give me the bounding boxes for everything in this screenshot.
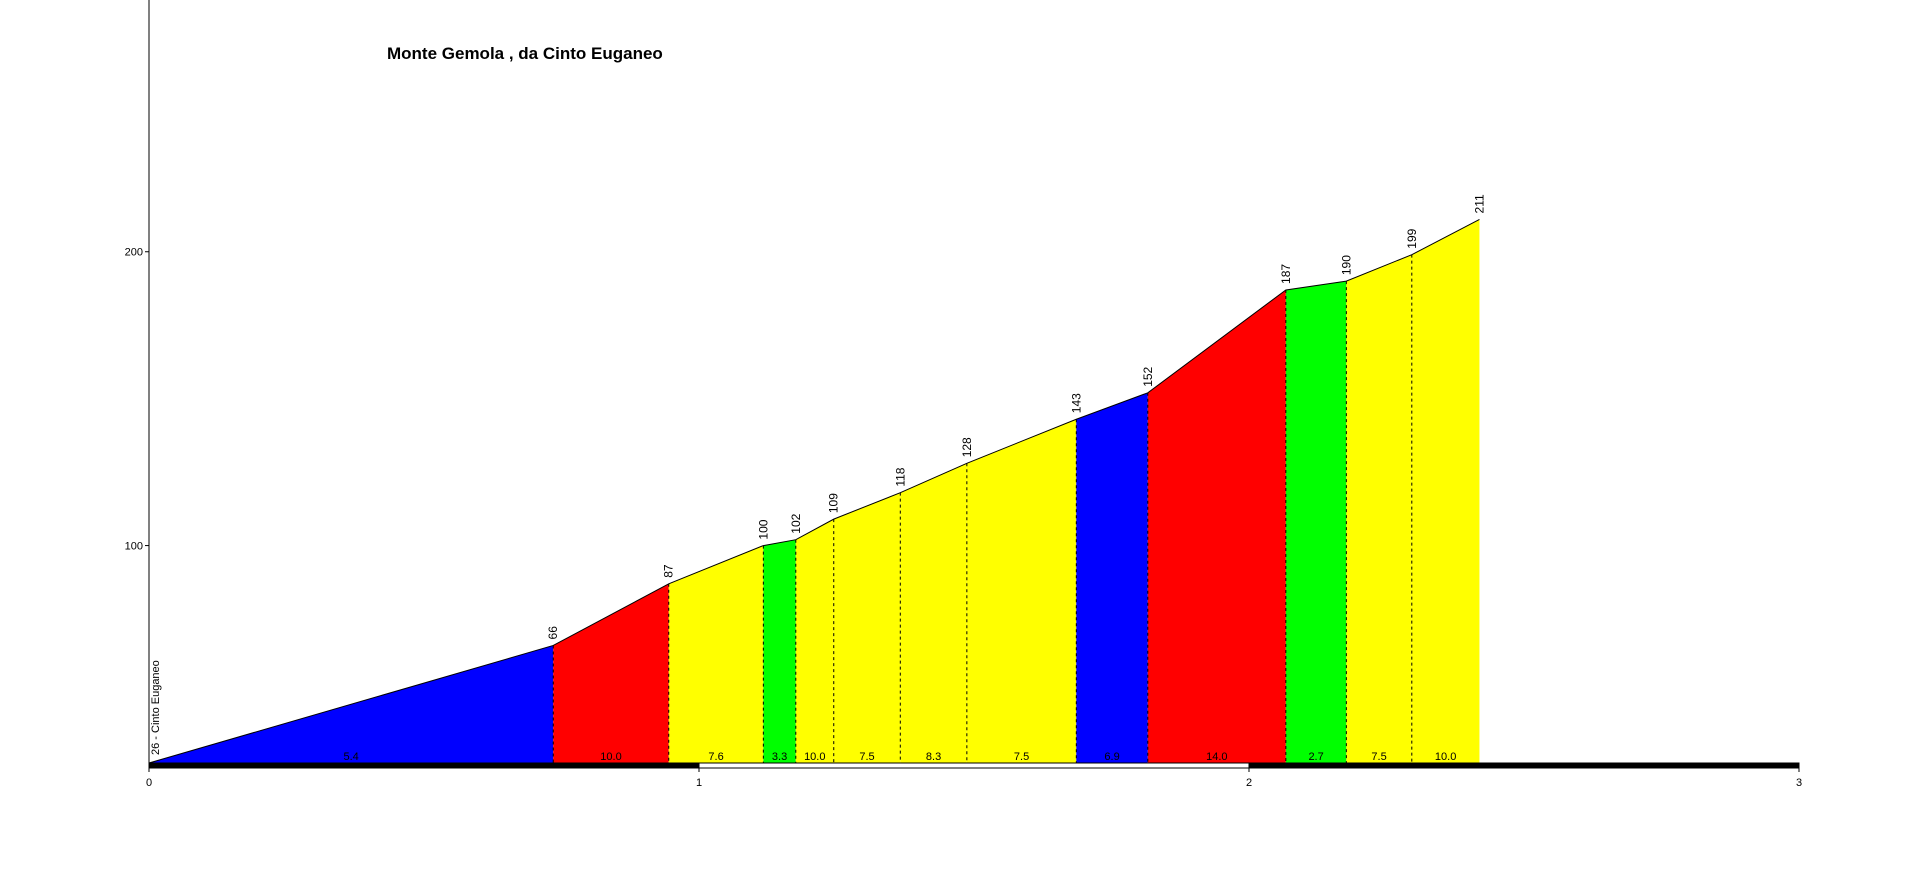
- elevation-label: 109: [827, 493, 841, 513]
- x-tick-label: 2: [1246, 777, 1252, 789]
- x-tick-label: 0: [146, 777, 152, 789]
- gradient-label: 3.3: [772, 751, 787, 763]
- gradient-label: 10.0: [600, 751, 621, 763]
- elevation-label: 211: [1472, 194, 1486, 213]
- elevation-label: 143: [1069, 393, 1083, 413]
- segment: [1411, 219, 1480, 763]
- segment: [1285, 281, 1347, 763]
- gradient-label: 7.5: [1014, 751, 1029, 763]
- segment: [900, 463, 967, 763]
- gradient-label: 7.6: [708, 751, 723, 763]
- y-tick-label: 200: [125, 247, 143, 259]
- segment: [1076, 392, 1148, 763]
- elevation-label: 128: [960, 437, 974, 457]
- gradient-label: 8.3: [926, 751, 941, 763]
- elevation-label: 152: [1141, 366, 1155, 386]
- segment: [1147, 289, 1286, 763]
- x-tick-label: 3: [1796, 777, 1802, 789]
- elevation-label: 190: [1339, 255, 1353, 275]
- x-tick-label: 1: [696, 777, 702, 789]
- y-tick-label: 100: [125, 541, 143, 553]
- start-label: 26 - Cinto Euganeo: [150, 660, 162, 755]
- km-bar: [148, 762, 700, 769]
- elevation-label: 66: [546, 626, 560, 640]
- gradient-label: 6.9: [1104, 751, 1119, 763]
- segment: [1346, 254, 1412, 763]
- elevation-label: 187: [1279, 264, 1293, 284]
- segment: [795, 519, 834, 763]
- segment: [763, 539, 796, 763]
- chart-title: Monte Gemola , da Cinto Euganeo: [387, 44, 663, 63]
- gradient-label: 2.7: [1308, 751, 1323, 763]
- elevation-label: 118: [893, 467, 907, 486]
- segment: [833, 492, 901, 763]
- km-bar: [1248, 762, 1800, 769]
- km-bar: [698, 762, 1250, 769]
- gradient-label: 14.0: [1206, 751, 1227, 763]
- gradient-label: 10.0: [804, 751, 825, 763]
- gradient-label: 7.5: [859, 751, 874, 763]
- elevation-label: 199: [1405, 228, 1419, 248]
- elevation-label: 102: [789, 513, 803, 533]
- elevation-label: 100: [756, 519, 770, 539]
- segment: [668, 545, 764, 763]
- elevation-label: 87: [662, 564, 676, 578]
- gradient-label: 7.5: [1371, 751, 1386, 763]
- segment: [553, 583, 669, 763]
- profile-line: [148, 218, 1480, 764]
- segment: [966, 419, 1077, 763]
- gradient-label: 10.0: [1435, 751, 1456, 763]
- gradient-label: 5.4: [343, 751, 358, 763]
